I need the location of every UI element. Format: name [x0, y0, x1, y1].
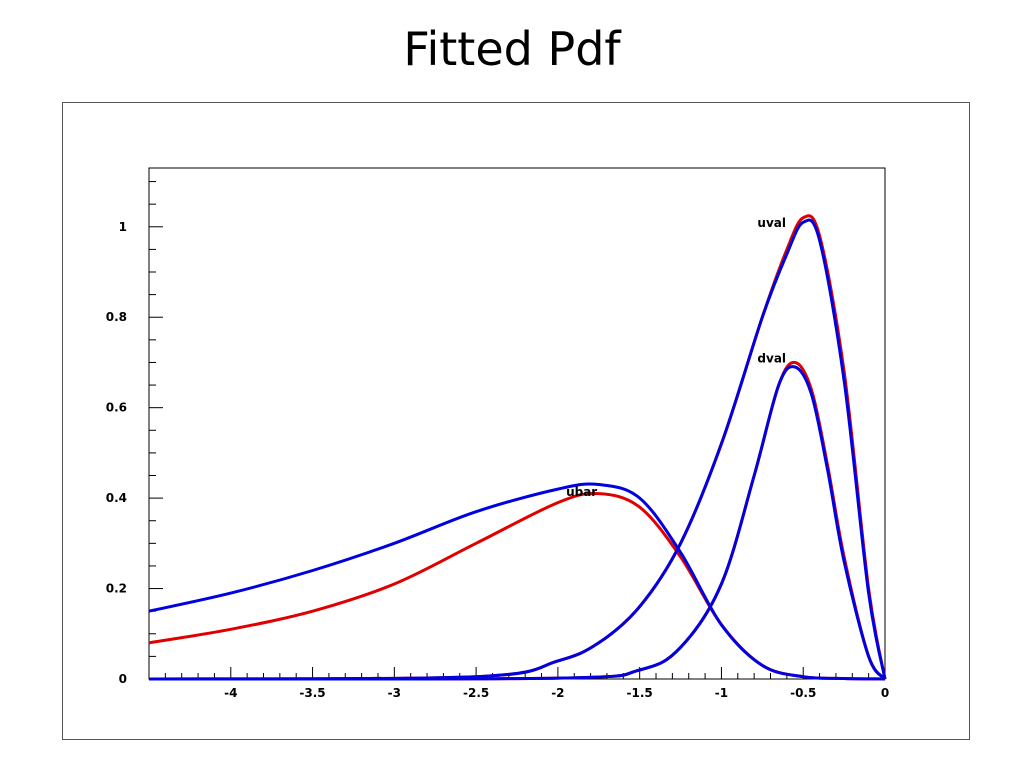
x-tick-label: 0	[881, 686, 889, 700]
y-tick-label: 0.6	[106, 401, 127, 415]
y-tick-label: 0	[119, 672, 127, 686]
annotation-uval: uval	[757, 216, 786, 230]
x-tick-label: -2.5	[463, 686, 489, 700]
x-tick-label: -0.5	[790, 686, 816, 700]
x-tick-label: -3.5	[299, 686, 325, 700]
slide-title: Fitted Pdf	[403, 22, 621, 76]
series-line-blue	[148, 218, 887, 681]
y-tick-label: 0.8	[106, 310, 127, 324]
plot-frame: -4 -3.5 -3 -2.5 -2 -1.5 -1 -0.5 0 0 0.2 0.4 0.6 0.8 1 …	[62, 102, 970, 740]
y-tick-label: 0.4	[106, 491, 127, 505]
axes	[148, 167, 886, 680]
series-line-blue	[148, 365, 887, 681]
fitted-pdf-chart: -4 -3.5 -3 -2.5 -2 -1.5 -1 -0.5 000.20.40.60.81 …	[106, 167, 889, 700]
x-tick-label: -4	[224, 686, 237, 700]
x-tick-label: -1.5	[627, 686, 653, 700]
x-tick-label: -3	[388, 686, 401, 700]
annotation-dval: dval	[757, 351, 786, 365]
plot-area-border	[148, 167, 886, 680]
x-tick-label: -2	[551, 686, 564, 700]
series	[148, 214, 887, 681]
x-tick-label: -1	[715, 686, 728, 700]
annotation-ubar: ubar	[566, 485, 597, 499]
ticks: -4 -3.5 -3 -2.5 -2 -1.5 -1 -0.5 0 0 0.2 0.4 0.6 0.8 1	[106, 181, 889, 700]
labels: uval dval ubar	[566, 216, 786, 499]
y-tick-label: 1	[119, 220, 127, 234]
series-line-blue	[148, 482, 886, 681]
y-tick-label: 0.2	[106, 582, 127, 596]
